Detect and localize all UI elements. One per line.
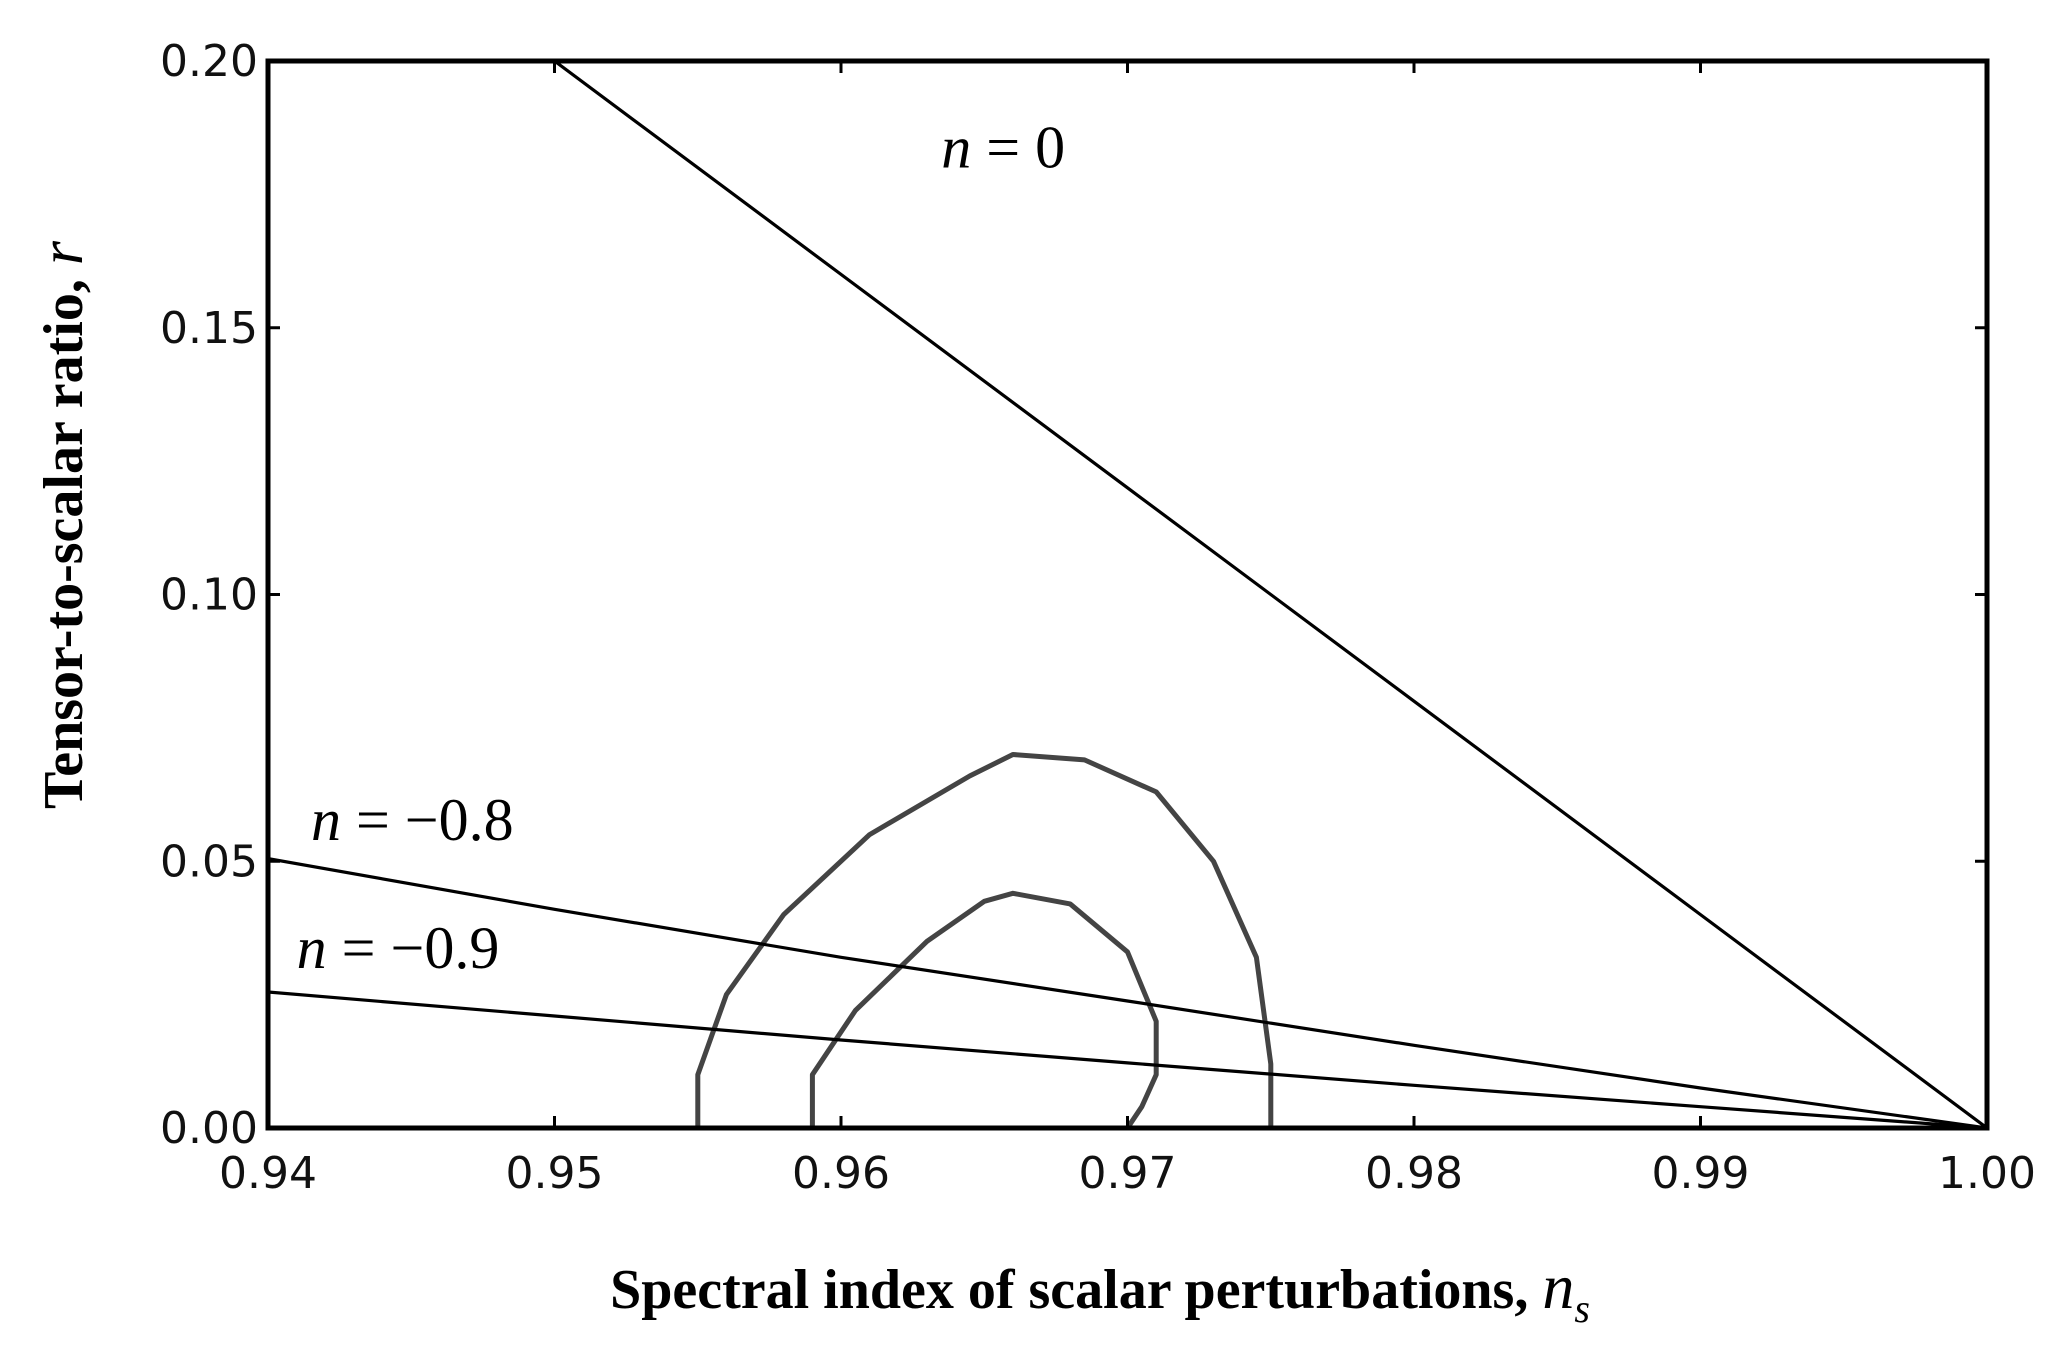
contour-outer [695, 752, 1274, 1128]
series-line-0 [551, 61, 1987, 1128]
plot-frame [265, 58, 1990, 1131]
x-axis-title-subscript: s [1574, 1286, 1590, 1331]
y-axis-title-symbol: r [28, 240, 96, 265]
x-tick-label: 0.98 [1365, 1148, 1463, 1199]
annotation-value: = −0.9 [327, 915, 500, 981]
series-line-2 [268, 990, 1987, 1128]
annotation-variable: n [297, 915, 327, 981]
x-tick-label: 0.95 [506, 1148, 604, 1199]
y-tick-label: 0.05 [160, 836, 258, 887]
x-axis-title-text: Spectral index of scalar perturbations, [610, 1259, 1528, 1321]
y-axis-title: Tensor-to-scalar ratio, r [28, 240, 96, 809]
x-tick-label: 0.94 [219, 1148, 317, 1199]
annotations: n = 0n = −0.8n = −0.9 [297, 115, 1065, 981]
series-line-1 [268, 857, 1987, 1128]
plot-data [268, 61, 1987, 1128]
y-tick-label: 0.10 [160, 570, 258, 621]
y-tick-label: 0.15 [160, 303, 258, 354]
y-tick-label: 0.00 [160, 1103, 258, 1154]
x-tick-label: 0.97 [1079, 1148, 1177, 1199]
x-tick-label: 0.96 [792, 1148, 890, 1199]
annotation-value: = 0 [971, 115, 1065, 181]
series-annotation: n = −0.8 [311, 787, 514, 853]
x-tick-label: 1.00 [1938, 1148, 2036, 1199]
y-axis-title-text: Tensor-to-scalar ratio, [33, 279, 95, 809]
axis-ticks: 0.94 0.95 0.96 0.97 0.98 0.99 1.00 0.00 0.05 0.10… [160, 36, 2036, 1199]
y-tick-label: 0.20 [160, 36, 258, 87]
annotation-variable: n [311, 787, 341, 853]
contour-inner [809, 890, 1159, 1128]
series-annotation: n = 0 [941, 115, 1065, 181]
annotation-value: = −0.8 [341, 787, 514, 853]
x-tick-label: 0.99 [1652, 1148, 1750, 1199]
annotation-variable: n [941, 115, 971, 181]
x-axis-title: Spectral index of scalar perturbations, … [610, 1251, 1590, 1331]
series-annotation: n = −0.9 [297, 915, 500, 981]
x-axis-title-symbol: n [1542, 1251, 1574, 1322]
